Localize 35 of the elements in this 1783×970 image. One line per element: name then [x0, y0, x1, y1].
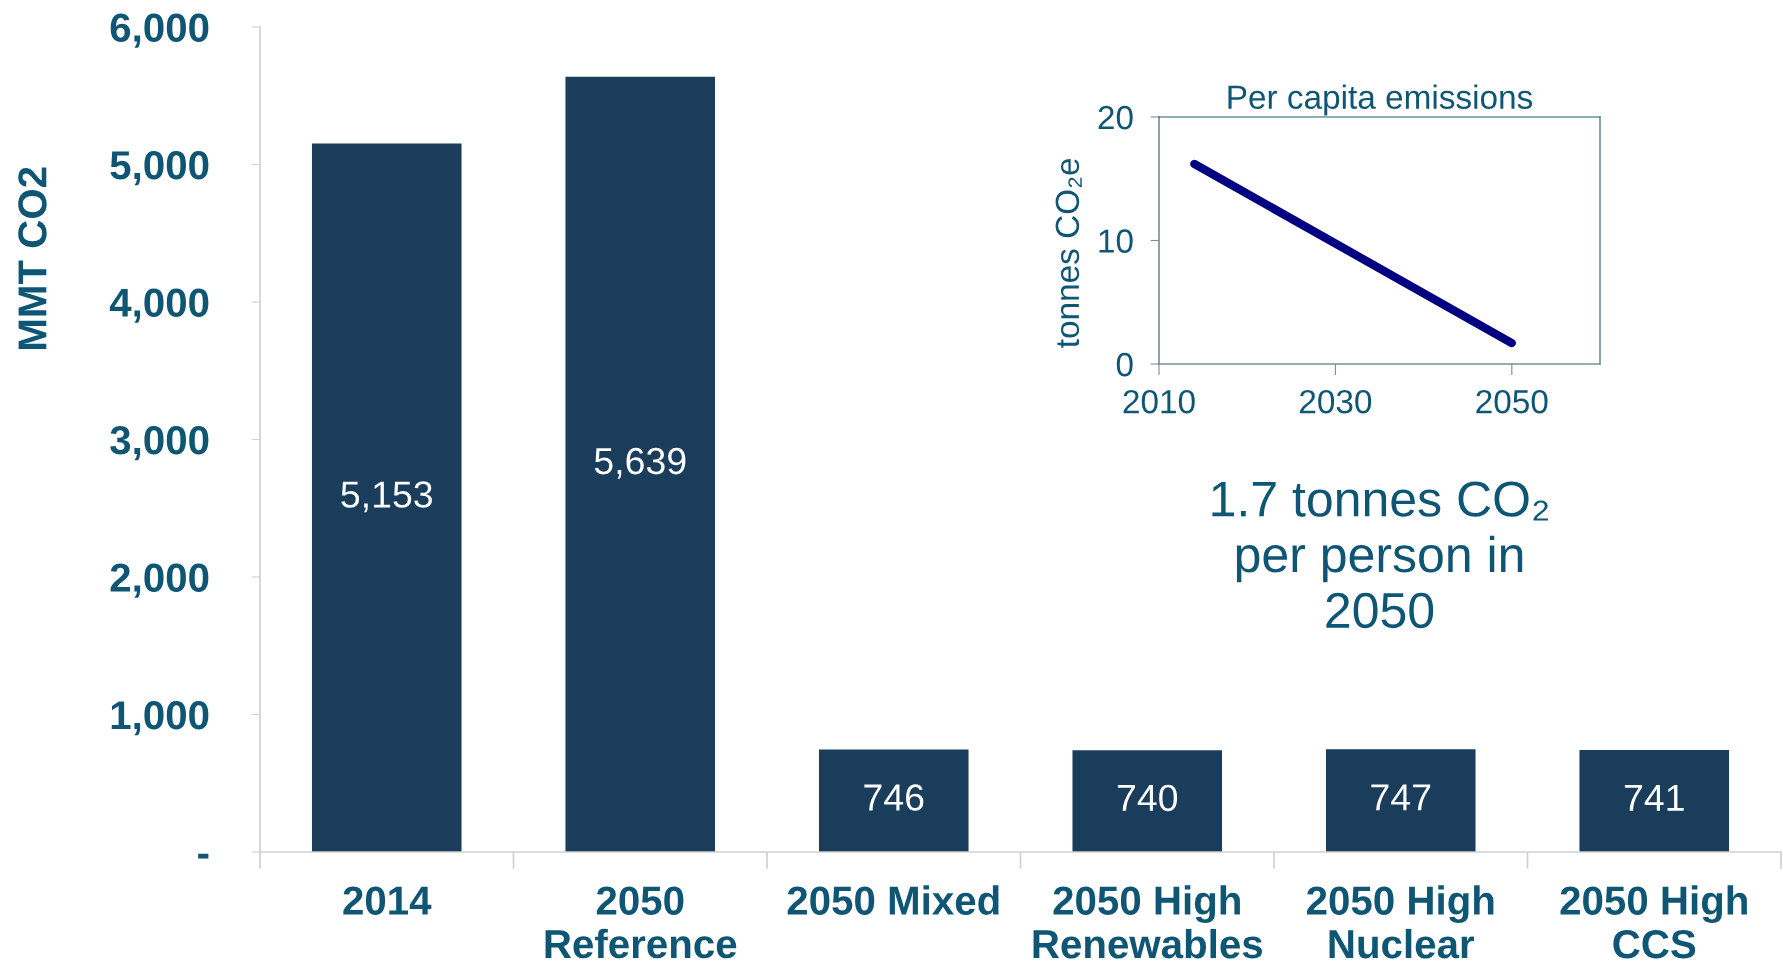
x-tick-label: 2050 Mixed [787, 885, 999, 915]
y-axis-title: MMT CO2 [18, 167, 47, 349]
chart-title: Per capita emissions [1228, 84, 1533, 116]
x-tick-label: 2010 [1123, 389, 1195, 414]
data-label: 741 [1624, 784, 1684, 811]
data-label: 5,639 [594, 447, 686, 479]
y-tick-label: 6,000 [110, 13, 209, 48]
y-tick-label: 3,000 [110, 425, 209, 461]
x-tick-label: 2050 High Nuclear [1307, 885, 1494, 959]
bar [1325, 749, 1476, 852]
data-label: 746 [864, 784, 924, 811]
x-tick-label: 2030 [1300, 389, 1372, 414]
y-axis-title: tonnes CO₂e [1055, 158, 1082, 348]
data-label: 5,153 [341, 481, 433, 513]
bar [1579, 750, 1730, 852]
data-label: 740 [1117, 784, 1178, 812]
bar [818, 749, 969, 852]
y-tick-label: 20 [1098, 105, 1133, 130]
annotation: 1.7 tonnes CO₂ per person in 2050 [1212, 481, 1548, 629]
y-tick-label: 2,000 [110, 563, 209, 598]
bar [1072, 750, 1223, 852]
y-tick-label: 0 [1116, 352, 1133, 377]
x-tick-label: 2014 [343, 886, 432, 915]
data-label: 747 [1371, 784, 1431, 811]
y-tick-label: 10 [1099, 229, 1133, 253]
y-tick-label: 1,000 [111, 700, 209, 736]
y-tick-label: - [198, 853, 209, 859]
x-tick-label: 2050 High Renewables [1033, 885, 1263, 959]
x-tick-label: 2050 High CCS [1560, 885, 1747, 959]
bar [565, 76, 716, 852]
y-tick-label: 5,000 [110, 150, 209, 186]
y-tick-label: 4,000 [109, 288, 209, 323]
bar [311, 143, 462, 852]
x-tick-label: 2050 Reference [545, 886, 737, 959]
x-tick-label: 2050 [1476, 389, 1548, 414]
